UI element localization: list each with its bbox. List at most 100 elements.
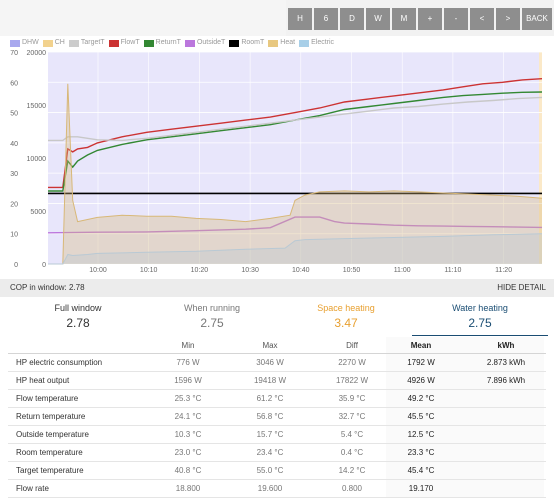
cell-max: 15.7 °C [256, 430, 284, 439]
cell-name: Room temperature [16, 448, 83, 457]
pan-left-button[interactable]: < [470, 8, 494, 30]
legend-label: Heat [280, 39, 296, 46]
x-tick-label: 11:00 [394, 267, 411, 274]
x-tick-label: 10:20 [191, 267, 209, 274]
cell-diff: 0.4 °C [340, 448, 364, 457]
table-row: Outside temperature 10.3 °C 15.7 °C 5.4 °C 1… [8, 426, 546, 444]
cell-mean: 45.5 °C [407, 412, 435, 421]
legend-label: ReturnT [155, 39, 181, 46]
card-value: 2.75 [468, 316, 492, 330]
mean-column-bg [386, 444, 544, 461]
table-row: Flow temperature 25.3 °C 61.2 °C 35.9 °C 49.… [8, 390, 546, 408]
six-hour-view-button[interactable]: 6 [314, 8, 338, 30]
toolbar: H 6 D W M + - < > BACK [0, 0, 554, 36]
table-header: Min Max Diff Mean kWh [8, 337, 546, 354]
cell-diff: 35.9 °C [338, 394, 366, 403]
legend-item[interactable]: Electric [299, 38, 334, 48]
cell-mean: 1792 W [407, 358, 435, 367]
card-title: Full window [54, 303, 102, 313]
zoom-in-button[interactable]: + [418, 8, 442, 30]
y-left-tick-label: 30 [10, 171, 18, 178]
zoom-out-button[interactable]: - [444, 8, 468, 30]
cell-diff: 0.800 [341, 484, 363, 493]
x-tick-label: 10:00 [89, 267, 107, 274]
hour-view-button[interactable]: H [288, 8, 312, 30]
cell-diff: 17822 W [335, 376, 369, 385]
legend-label: OutsideT [196, 39, 226, 46]
month-view-button[interactable]: M [392, 8, 416, 30]
card-value: 2.75 [200, 316, 224, 330]
legend-item[interactable]: DHW [10, 38, 39, 48]
mean-column-bg [386, 408, 544, 425]
y-right-tick-label: 5000 [30, 209, 46, 216]
legend-item[interactable]: RoomT [229, 38, 264, 48]
series-area-electric [48, 233, 542, 264]
cell-diff: 2270 W [338, 358, 366, 367]
cop-value: 2.78 [69, 283, 85, 292]
stats-table: Min Max Diff Mean kWh HP electric consum… [8, 337, 546, 498]
table-row: Flow rate 18.800 19.600 0.800 19.170 [8, 480, 546, 498]
mean-column-bg [386, 480, 544, 497]
series-line-flowt [48, 78, 543, 189]
cell-max: 23.4 °C [256, 448, 284, 457]
x-tick-label: 10:40 [292, 267, 310, 274]
card-full-window: Full window 2.78 [10, 301, 146, 334]
table-row: HP heat output 1596 W 19418 W 17822 W 4926 W… [8, 372, 546, 390]
cell-max: 19.600 [257, 484, 283, 493]
mean-column-bg [386, 372, 544, 389]
table-row: Room temperature 23.0 °C 23.4 °C 0.4 °C 23.3… [8, 444, 546, 462]
legend-item[interactable]: ReturnT [143, 38, 181, 48]
series-line-outsidet [47, 216, 543, 234]
toolbar-spacer [0, 0, 286, 36]
pan-right-button[interactable]: > [496, 8, 520, 30]
cell-mean: 12.5 °C [407, 430, 435, 439]
header-min: Min [181, 341, 195, 350]
legend-swatch [229, 39, 240, 47]
header-max: Max [262, 341, 278, 350]
table-row: HP electric consumption 776 W 3046 W 2270 W… [8, 354, 546, 372]
legend-item[interactable]: CH [42, 38, 65, 48]
card-title: Space heating [317, 303, 375, 313]
day-view-button[interactable]: D [340, 8, 364, 30]
legend-swatch [184, 39, 195, 47]
legend-item[interactable]: FlowT [108, 38, 140, 48]
legend-label: TargetT [80, 39, 105, 46]
y-left-tick-label: 10 [10, 232, 18, 239]
y-right-tick-label: 15000 [27, 103, 47, 110]
cell-name: Flow rate [16, 484, 49, 493]
cell-name: Outside temperature [16, 430, 89, 439]
heatpump-chart[interactable]: 0 10 20 30 40 50 60 70 0 5000 10000 15000 20000 10:00… [0, 48, 554, 275]
cell-name: HP heat output [16, 376, 70, 385]
legend-label: RoomT [241, 39, 265, 46]
cell-max: 56.8 °C [256, 412, 284, 421]
card-value: 2.78 [66, 316, 90, 330]
cell-mean: 45.4 °C [407, 466, 435, 475]
cell-min: 18.800 [175, 484, 201, 493]
series-line-electric [48, 233, 543, 265]
series-line-targett [48, 96, 543, 142]
legend-swatch [42, 39, 53, 47]
legend-swatch [10, 39, 20, 47]
chart-legend: DHW CH TargetT FlowT ReturnT OutsideT RoomT Hea… [10, 37, 334, 49]
legend-label: Electric [311, 39, 335, 46]
cell-mean: 19.170 [408, 484, 434, 493]
card-value: 3.47 [334, 316, 358, 330]
card-water-heating: Water heating 2.75 [412, 301, 548, 336]
y-right-tick-label: 20000 [27, 50, 47, 57]
cell-kwh: 7.896 kWh [486, 376, 526, 385]
x-tick-label: 11:20 [495, 267, 512, 274]
cell-max: 3046 W [256, 358, 284, 367]
legend-item[interactable]: TargetT [68, 38, 105, 48]
hide-detail-button[interactable]: HIDE DETAIL [497, 283, 546, 292]
legend-swatch [299, 39, 310, 47]
cell-diff: 5.4 °C [340, 430, 364, 439]
mean-column-bg [386, 337, 544, 353]
card-when-running: When running 2.75 [144, 301, 280, 334]
back-button[interactable]: BACK [522, 8, 552, 30]
x-tick-label: 10:50 [343, 267, 361, 274]
y-left-tick-label: 70 [10, 50, 18, 57]
week-view-button[interactable]: W [366, 8, 390, 30]
legend-item[interactable]: Heat [268, 38, 295, 48]
legend-item[interactable]: OutsideT [184, 38, 226, 48]
card-underline [412, 335, 548, 336]
